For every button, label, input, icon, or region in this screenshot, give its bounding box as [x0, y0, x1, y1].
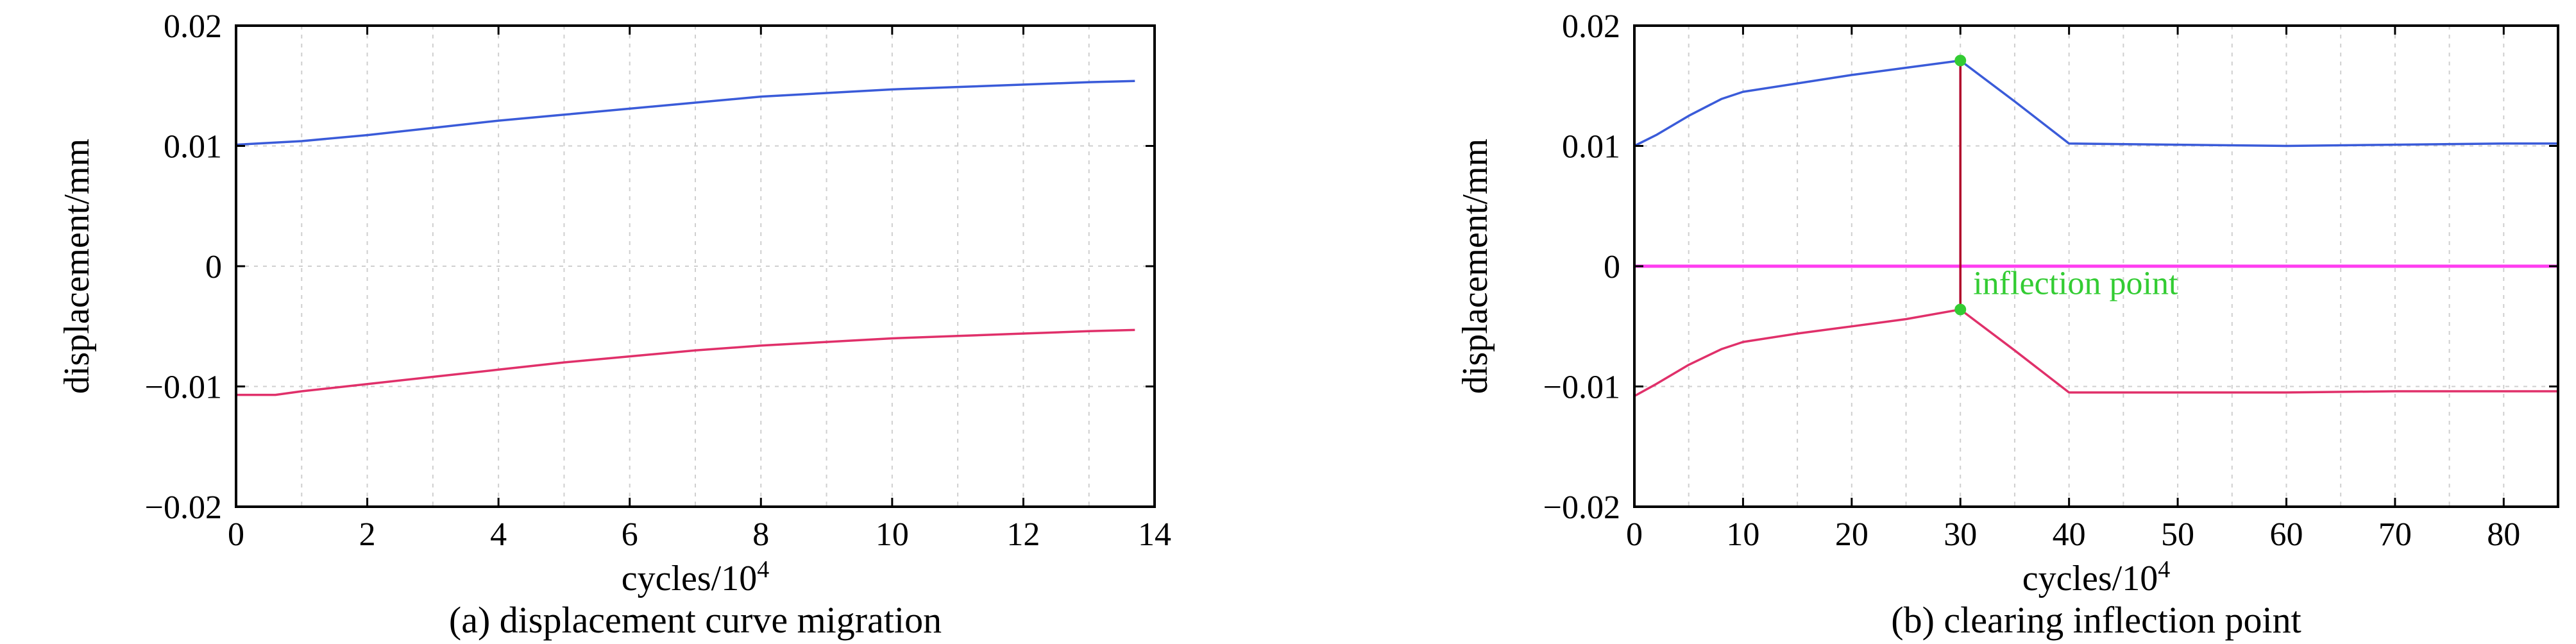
inflection-marker-bottom	[1954, 303, 1967, 316]
y-tick-label: −0.01	[145, 369, 222, 406]
inflection-layer-b: inflection point	[1954, 55, 2178, 316]
chart-panel-a: 0 2 4 6 8 10 12 14 0.02 0.01 0 −0.01 −0.02 displace…	[57, 8, 1171, 641]
x-tick-label: 10	[1726, 516, 1759, 553]
x-tick-label: 70	[2378, 516, 2412, 553]
x-tick-label: 8	[752, 516, 769, 553]
x-tick-label: 2	[359, 516, 376, 553]
x-tick-label: 0	[1626, 516, 1643, 553]
x-axis-title-base-a: cycles/10	[622, 559, 757, 598]
x-axis-title-exp-b: 4	[2158, 556, 2170, 583]
inflection-label: inflection point	[1973, 266, 2178, 302]
x-tick-labels-a: 0 2 4 6 8 10 12 14	[228, 516, 1171, 553]
x-axis-title-a: cycles/104	[622, 556, 769, 598]
y-tick-label: 0.02	[164, 8, 222, 45]
x-tick-label: 12	[1006, 516, 1040, 553]
y-tick-label: 0	[205, 249, 222, 285]
x-tick-label: 10	[876, 516, 909, 553]
grid-a	[236, 26, 1155, 507]
ticks-b	[1633, 24, 2558, 508]
x-tick-label: 50	[2161, 516, 2194, 553]
y-axis-title-b: displacement/mm	[1455, 139, 1495, 394]
x-tick-label: 20	[1835, 516, 1868, 553]
y-tick-label: −0.02	[145, 489, 222, 526]
series-line-3	[1634, 308, 2558, 398]
x-axis-title-exp-a: 4	[757, 556, 769, 583]
x-tick-label: 30	[1944, 516, 1977, 553]
series-layer-a	[235, 80, 1135, 396]
y-tick-label: 0.01	[164, 129, 222, 165]
y-tick-labels-a: 0.02 0.01 0 −0.01 −0.02	[145, 8, 222, 526]
x-axis-title-b: cycles/104	[2022, 556, 2170, 598]
y-tick-label: 0.01	[1562, 129, 1620, 165]
series-line-1	[1634, 59, 2558, 148]
x-tick-label: 6	[622, 516, 638, 553]
caption-b: (b) clearing inflection point	[1891, 599, 2301, 641]
y-tick-labels-b: 0.02 0.01 0 −0.01 −0.02	[1543, 8, 1620, 526]
series-line-1	[235, 80, 1135, 146]
inflection-marker-top	[1954, 55, 1967, 67]
series-layer-b	[1634, 59, 2558, 398]
x-tick-label: 80	[2487, 516, 2520, 553]
ticks-a	[235, 24, 1156, 508]
x-tick-label: 14	[1138, 516, 1171, 553]
y-tick-label: 0	[1604, 249, 1620, 285]
x-tick-labels-b: 0 10 20 30 40 50 60 70 80	[1626, 516, 2520, 553]
x-tick-label: 60	[2269, 516, 2303, 553]
x-tick-label: 4	[490, 516, 507, 553]
chart-panel-b: inflection point 0 10 20 30 40 50 60 70 80 0.020…	[1455, 8, 2559, 641]
caption-a: (a) displacement curve migration	[449, 599, 942, 641]
y-axis-title-a: displacement/mm	[57, 139, 97, 394]
x-tick-label: 0	[228, 516, 244, 553]
y-tick-label: −0.01	[1543, 369, 1620, 406]
x-tick-label: 40	[2053, 516, 2086, 553]
x-axis-title-base-b: cycles/10	[2022, 559, 2158, 598]
y-tick-label: 0.02	[1562, 8, 1620, 45]
series-line-2	[236, 328, 1135, 396]
y-tick-label: −0.02	[1543, 489, 1620, 526]
